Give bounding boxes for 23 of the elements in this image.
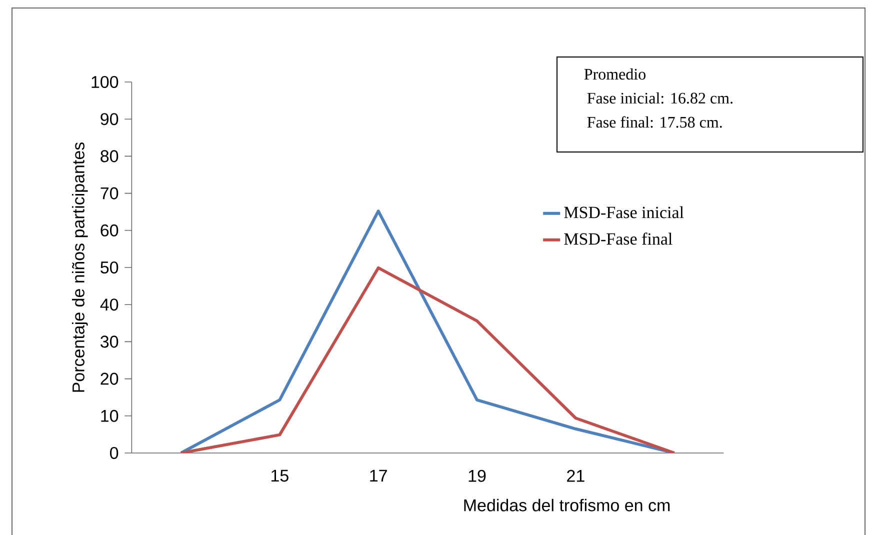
y-tick-label: 70 [100, 187, 118, 200]
x-tick-label: 19 [468, 470, 486, 482]
y-tick-label: 90 [100, 113, 118, 126]
y-tick-label: 60 [100, 224, 118, 236]
y-tick-label: 10 [101, 410, 118, 422]
annotation: Fase inicial: 16.82 cm. [587, 92, 732, 104]
y-tick-label: 40 [100, 298, 118, 311]
x-tick-label: 21 [567, 470, 584, 482]
x-tick-label: 15 [272, 470, 288, 482]
y-tick-label: 80 [100, 150, 118, 162]
line-series [180, 266, 676, 453]
x-axis-title: Medidas del trofismo en cm [464, 498, 670, 512]
annotation: Fase final: 17.58 cm. [587, 116, 722, 128]
y-tick-label: 30 [100, 336, 118, 348]
x-tick-label: 17 [370, 470, 387, 482]
y-tick-label: 100 [92, 76, 118, 88]
y-tick-label: 20 [100, 372, 118, 385]
legend-label: MSD-Fase inicial [564, 206, 684, 218]
text: Promedio [584, 68, 646, 80]
y-tick-label: 50 [100, 261, 118, 274]
y-tick-label: 0 [110, 446, 118, 460]
legend-label: MSD-Fase final [564, 232, 672, 245]
y-axis-title: Porcentaje de niños participantes [72, 142, 88, 392]
